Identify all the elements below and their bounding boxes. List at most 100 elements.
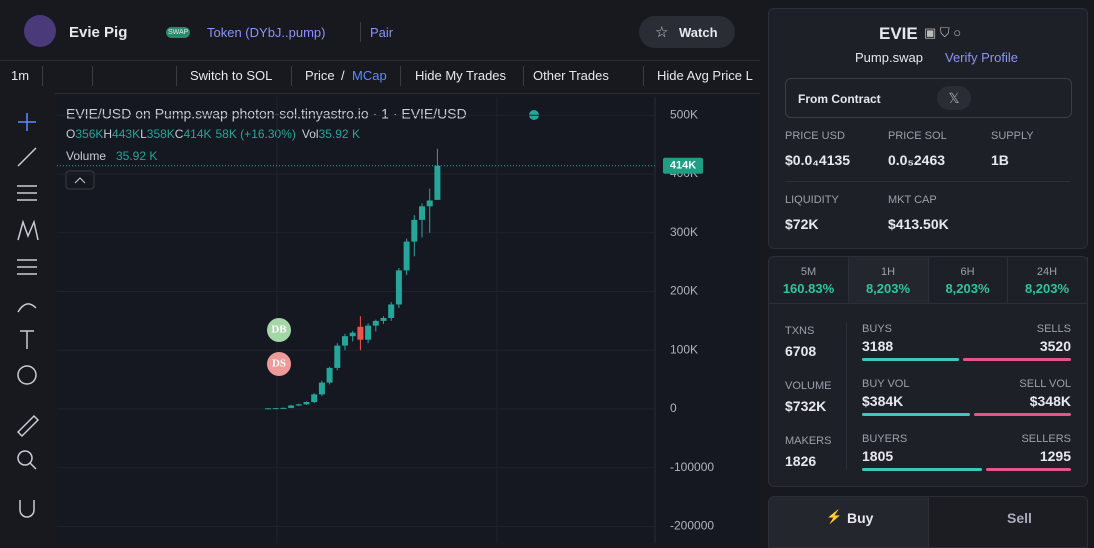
candle-body (419, 206, 425, 220)
pair-link[interactable]: Pair (370, 25, 394, 40)
switch-sol[interactable]: Switch to SOL (190, 68, 273, 83)
timeframe-change: 160.83% (782, 281, 835, 296)
stat-value: 0.0₅2463 (888, 152, 946, 168)
watch-button[interactable] (639, 16, 735, 48)
vdivider (846, 322, 847, 470)
token-link[interactable]: Token (DYbJ..pump) (207, 25, 326, 40)
legend-vol-key: Vol (302, 127, 319, 141)
stat-label: MKT CAP (888, 194, 937, 206)
buy-bar (862, 358, 960, 361)
ohlc-legend: O356KH443KL358KC414K 58K (+16.30%) Vol35.9… (66, 127, 360, 141)
timeframe-tab[interactable] (928, 257, 1008, 304)
sell-bar (963, 358, 1071, 361)
trade-marker-label: DB (271, 324, 287, 336)
mcap-toggle[interactable]: MCap (352, 68, 387, 83)
stat-value: 1B (991, 152, 1009, 168)
timeframe-tab[interactable] (1007, 257, 1088, 304)
candle-body (380, 317, 387, 321)
stat-value: $413.50K (888, 216, 949, 232)
sep (523, 66, 524, 86)
candle-body (295, 404, 302, 406)
last-price-tag (663, 157, 703, 174)
stat-value: $0.0₄4135 (785, 152, 851, 168)
stat-value: $72K (785, 216, 819, 232)
y-tick-label: 300K (670, 225, 698, 239)
chevron (74, 177, 86, 184)
left-value: $384K (862, 393, 904, 409)
contract-box (785, 78, 1072, 118)
bolt: ⚡ (826, 509, 843, 524)
legend-key: L (140, 127, 147, 141)
candle-body (288, 405, 295, 408)
timeframe-change: 8,203% (945, 281, 990, 296)
toolbar-bg (0, 60, 760, 94)
candle-body (334, 345, 341, 368)
price-toggle[interactable]: Price (305, 68, 335, 83)
right-label: SELLERS (1021, 433, 1071, 445)
last-price-label: 414K (670, 160, 696, 172)
activity-label: TXNS (785, 325, 815, 337)
y-tick-label: 200K (670, 284, 698, 298)
activity-label: MAKERS (785, 435, 832, 447)
timeframe-change: 8,203% (865, 281, 911, 296)
other-trades[interactable]: Other Trades (533, 68, 609, 83)
activity-total: $732K (785, 398, 827, 414)
candle-body (365, 325, 372, 340)
collapse-button[interactable] (65, 170, 95, 190)
stat-label: LIQUIDITY (785, 194, 839, 206)
trade-marker-label: DS (272, 358, 286, 370)
left-label: BUYERS (862, 433, 908, 445)
sell-label: Sell (1007, 510, 1032, 526)
right-label: SELL VOL (1019, 378, 1071, 390)
candle-body (372, 320, 379, 326)
left-value: 3188 (862, 338, 894, 354)
activity-label: VOLUME (785, 380, 832, 392)
legend-key: O (66, 127, 75, 141)
timeframe-change: 8,203% (1024, 281, 1070, 296)
candle-body (388, 304, 395, 318)
candle-body (403, 241, 410, 271)
timeframe-label: 5M (800, 266, 817, 278)
divider (785, 181, 1070, 182)
legend-vol-value: 35.92 K (319, 127, 360, 141)
interval[interactable]: 1m (11, 68, 30, 83)
left-label: BUY VOL (862, 378, 910, 390)
candle-body (426, 200, 433, 207)
y-tick-label: -200000 (670, 519, 714, 533)
tool-column (0, 92, 55, 543)
dex: Pump.swap (855, 50, 923, 65)
from-contract: From Contract (798, 92, 881, 106)
candle-body (272, 408, 279, 410)
sep (92, 66, 93, 86)
y-tick-label: 100K (670, 342, 698, 356)
trade-marker (267, 318, 291, 342)
legend-key: C (175, 127, 184, 141)
stat-label: PRICE USD (785, 130, 845, 142)
candle-body (357, 326, 364, 340)
stat-label: SUPPLY (991, 130, 1034, 142)
buy-bar (862, 413, 970, 416)
buy-tab[interactable] (768, 496, 930, 548)
chart: EVIE/USD on Pump.swap photon-sol.tinyast… (0, 92, 760, 543)
y-tick-label: 500K (670, 107, 698, 121)
candle-body (318, 382, 325, 395)
chart-title: EVIE/USD on Pump.swap photon-sol.tinyast… (66, 106, 467, 122)
activity-total: 6708 (785, 343, 817, 359)
candle-body (434, 165, 441, 200)
avatar (24, 15, 56, 47)
right-value: 1295 (1039, 448, 1071, 464)
stat-label: PRICE SOL (888, 130, 947, 142)
verify[interactable]: Verify Profile (945, 50, 1018, 65)
right-value: 3520 (1039, 338, 1071, 354)
buy-bar (862, 468, 982, 471)
left-value: 1805 (862, 448, 894, 464)
legend-value: 356K (75, 127, 103, 141)
legend-value: 443K (112, 127, 140, 141)
y-tick-label: -100000 (670, 460, 714, 474)
hide-avg[interactable]: Hide Avg Price L (657, 68, 753, 83)
hide-my-trades[interactable]: Hide My Trades (415, 68, 507, 83)
badge: SWAP (166, 27, 191, 38)
sep (400, 66, 401, 86)
x-button[interactable]: 𝕏 (937, 86, 971, 110)
timeframe-tab[interactable] (848, 257, 929, 304)
